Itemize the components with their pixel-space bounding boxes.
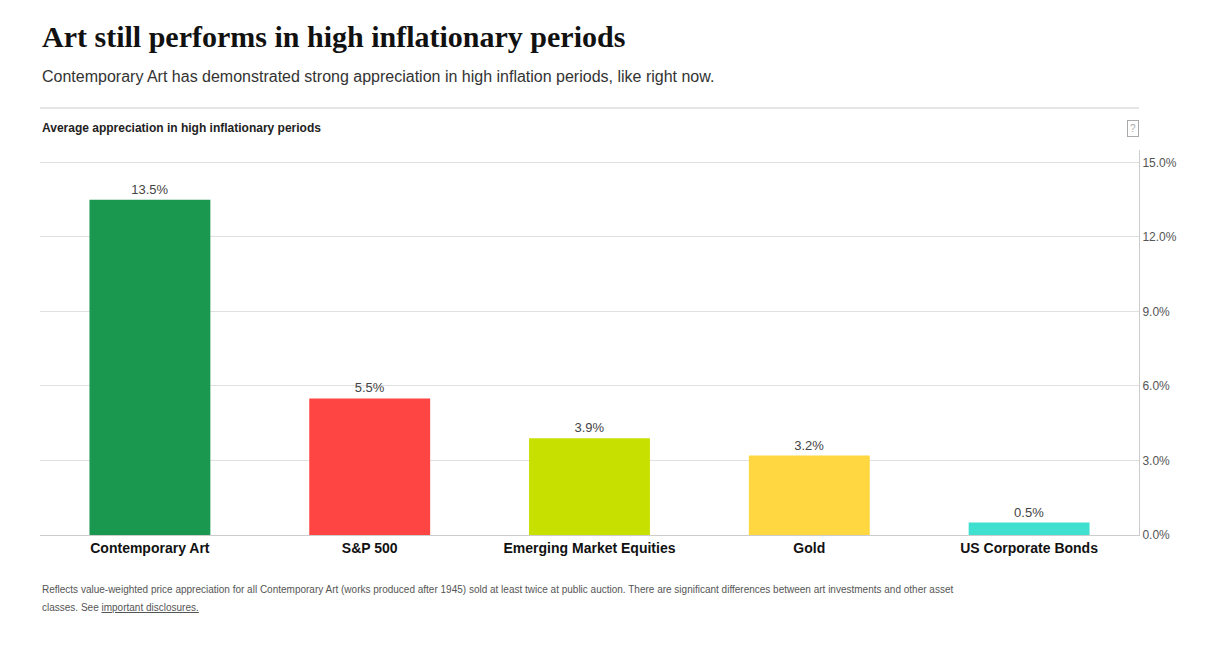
svg-text:Art still performs in high inf: Art still performs in high inflationary … [42,20,625,53]
svg-text:Gold: Gold [793,540,825,556]
svg-text:classes. See important disclos: classes. See important disclosures. [42,602,199,613]
svg-text:0.0%: 0.0% [1142,528,1170,542]
svg-text:3.0%: 3.0% [1142,454,1170,468]
svg-text:0.5%: 0.5% [1014,505,1044,520]
svg-text:US Corporate Bonds: US Corporate Bonds [960,540,1098,556]
svg-text:S&P 500: S&P 500 [342,540,398,556]
svg-text:3.9%: 3.9% [574,420,604,435]
svg-text:Emerging Market Equities: Emerging Market Equities [504,540,676,556]
svg-text:?: ? [1130,123,1136,134]
svg-text:9.0%: 9.0% [1142,305,1170,319]
svg-text:Reflects value-weighted price: Reflects value-weighted price appreciati… [42,584,953,595]
svg-text:3.2%: 3.2% [794,438,824,453]
svg-text:12.0%: 12.0% [1142,230,1176,244]
svg-text:6.0%: 6.0% [1142,379,1170,393]
svg-text:15.0%: 15.0% [1142,156,1176,170]
svg-text:5.5%: 5.5% [355,380,385,395]
svg-text:Contemporary Art has demonstra: Contemporary Art has demonstrated strong… [42,68,714,85]
svg-text:13.5%: 13.5% [131,182,168,197]
svg-text:Contemporary Art: Contemporary Art [90,540,210,556]
svg-text:Average appreciation in high i: Average appreciation in high inflationar… [42,121,321,135]
